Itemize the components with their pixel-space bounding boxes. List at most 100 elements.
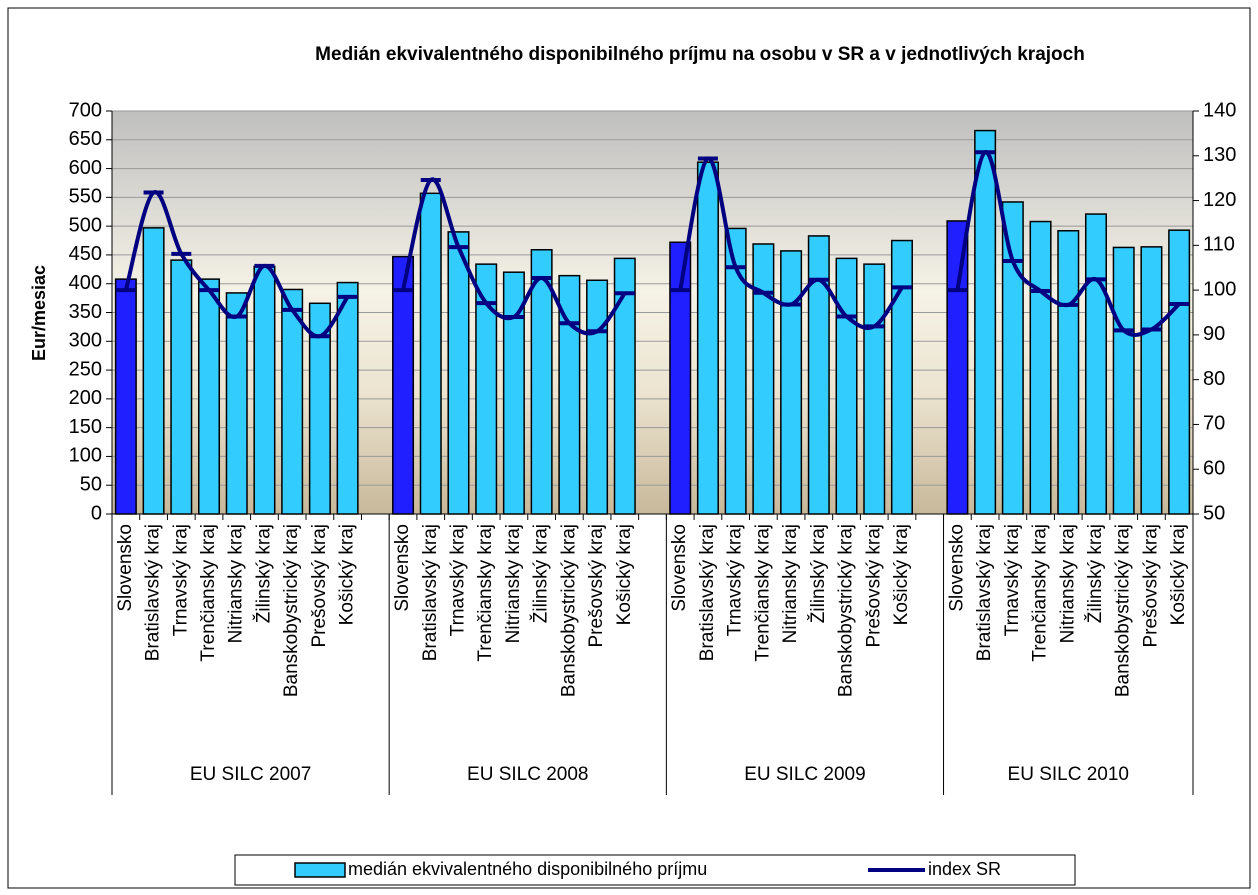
y-axis-label: Eur/mesiac — [29, 265, 49, 361]
y-tick-label: 100 — [69, 445, 102, 467]
bar — [253, 265, 276, 515]
bar — [807, 235, 830, 515]
x-tick-label: Košický kraj — [1168, 524, 1189, 625]
bar — [114, 278, 137, 515]
x-tick-label: Žilinský kraj — [530, 524, 552, 623]
y-tick-label: 500 — [69, 214, 102, 236]
y-tick-label: 150 — [69, 416, 102, 438]
x-tick-label: Banskobystrický kraj — [1113, 524, 1134, 697]
bar — [780, 250, 803, 515]
x-tick-label: Trenčiansky kraj — [198, 524, 219, 662]
x-tick-label: Nitriansky kraj — [1057, 524, 1078, 643]
y-tick-label: 600 — [69, 157, 102, 179]
x-tick-label: Prešovský kraj — [863, 524, 884, 648]
bar — [1057, 229, 1080, 515]
x-tick-label: Nitriansky kraj — [780, 524, 801, 643]
bar — [170, 259, 193, 515]
x-tick-label: Prešovský kraj — [309, 524, 330, 648]
y-tick-label: 350 — [69, 301, 102, 323]
y-tick-label: 300 — [69, 330, 102, 352]
group-label: EU SILC 2009 — [744, 764, 865, 785]
x-tick-label: Banskobystrický kraj — [836, 524, 857, 697]
bar — [225, 292, 248, 515]
x-tick-label: Košický kraj — [614, 524, 635, 625]
x-tick-label: Trenčiansky kraj — [752, 524, 773, 662]
bar — [1001, 201, 1024, 515]
bar — [530, 248, 553, 515]
bar — [336, 281, 359, 515]
x-tick-label: Banskobystrický kraj — [558, 524, 579, 697]
x-tick-label: Prešovský kraj — [586, 524, 607, 648]
bar — [835, 257, 858, 515]
x-tick-label: Slovensko — [115, 524, 136, 612]
y-tick-label: 200 — [69, 387, 102, 409]
bar — [1029, 220, 1052, 515]
y2-tick-label: 100 — [1203, 278, 1236, 300]
y2-tick-label: 60 — [1203, 458, 1225, 480]
x-tick-label: Trnavský kraj — [1002, 524, 1023, 636]
bar — [863, 263, 886, 515]
bar — [392, 255, 415, 515]
legend-swatch — [294, 862, 346, 878]
x-tick-label: Prešovský kraj — [1140, 524, 1161, 648]
y2-tick-label: 110 — [1203, 234, 1235, 256]
y2-tick-label: 90 — [1203, 323, 1225, 345]
y-tick-label: 250 — [69, 358, 102, 380]
x-tick-label: Trnavský kraj — [447, 524, 468, 636]
y-tick-label: 50 — [80, 473, 102, 495]
chart-title: Medián ekvivalentného disponibilného prí… — [315, 44, 1085, 65]
y-tick-label: 650 — [69, 128, 102, 150]
bar — [142, 227, 165, 515]
x-tick-label: Slovensko — [946, 524, 967, 612]
x-tick-label: Košický kraj — [337, 524, 358, 625]
group-label: EU SILC 2008 — [467, 764, 588, 785]
y2-tick-label: 70 — [1203, 413, 1225, 435]
y2-tick-label: 130 — [1203, 144, 1236, 166]
x-tick-label: Trnavský kraj — [725, 524, 746, 636]
y-tick-label: 400 — [69, 272, 102, 294]
y-tick-label: 450 — [69, 243, 102, 265]
y-tick-label: 550 — [69, 186, 102, 208]
bar — [974, 129, 997, 515]
bar — [1084, 213, 1107, 515]
bar — [198, 278, 221, 515]
x-tick-label: Trnavský kraj — [170, 524, 191, 636]
legend-label: index SR — [928, 859, 1001, 879]
x-tick-label: Žilinský kraj — [252, 524, 274, 623]
x-tick-label: Slovensko — [669, 524, 690, 612]
x-tick-label: Bratislavský kraj — [420, 524, 441, 661]
bar — [447, 231, 470, 515]
bar — [1168, 229, 1191, 515]
bar — [696, 161, 719, 515]
bar — [281, 288, 304, 515]
group-label: EU SILC 2010 — [1008, 764, 1129, 785]
x-tick-label: Nitriansky kraj — [226, 524, 247, 643]
legend-box — [234, 854, 1076, 886]
x-tick-label: Banskobystrický kraj — [281, 524, 302, 697]
x-tick-label: Bratislavský kraj — [697, 524, 718, 661]
y-tick-label: 0 — [91, 502, 102, 524]
bar — [752, 243, 775, 515]
group-label: EU SILC 2007 — [190, 764, 311, 785]
bar — [1140, 246, 1163, 515]
x-tick-label: Bratislavský kraj — [143, 524, 164, 661]
y2-tick-label: 120 — [1203, 189, 1236, 211]
bar — [946, 220, 969, 515]
legend-label: medián ekvivalentného disponibilného prí… — [348, 859, 707, 879]
y2-tick-label: 50 — [1203, 502, 1225, 524]
y2-tick-label: 140 — [1203, 99, 1236, 121]
x-tick-label: Žilinský kraj — [807, 524, 829, 623]
x-tick-label: Košický kraj — [891, 524, 912, 625]
x-tick-label: Trenčiansky kraj — [1030, 524, 1051, 662]
x-tick-label: Bratislavský kraj — [974, 524, 995, 661]
y2-tick-label: 80 — [1203, 368, 1225, 390]
y-tick-label: 700 — [69, 99, 102, 121]
x-tick-label: Trenčiansky kraj — [475, 524, 496, 662]
bar — [586, 279, 609, 515]
bar — [890, 239, 913, 515]
x-tick-label: Slovensko — [392, 524, 413, 612]
bar — [1112, 246, 1135, 515]
bar — [419, 192, 442, 515]
x-tick-label: Žilinský kraj — [1084, 524, 1106, 623]
